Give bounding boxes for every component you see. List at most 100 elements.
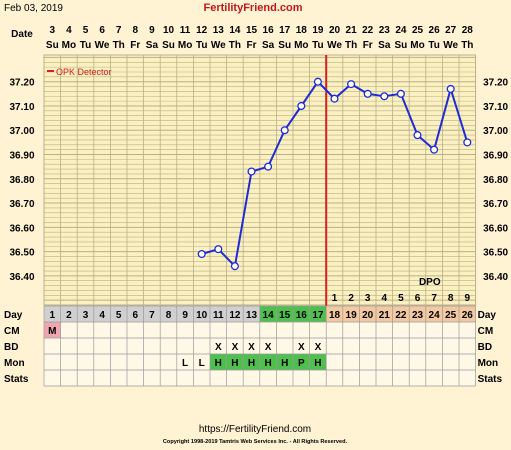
date-label: 9 (149, 25, 155, 36)
weekday-label: Fr (130, 40, 140, 51)
cycle-day-cell (442, 306, 459, 322)
stats-row-label: Stats (4, 374, 29, 385)
dpo-day-label: 6 (415, 293, 421, 304)
temperature-point (230, 262, 239, 271)
cycle-day-number: 2 (66, 310, 72, 321)
cycle-day-number: 10 (196, 310, 208, 321)
date-label: 14 (229, 25, 241, 36)
weekday-label: Mo (294, 40, 308, 51)
date-label: 28 (462, 25, 474, 36)
cycle-day-number: 13 (246, 310, 258, 321)
weekday-label: Th (113, 40, 125, 51)
y-tick-label-right: 37.20 (483, 78, 508, 89)
bd-row-label: BD (4, 342, 18, 353)
cycle-day-number: 5 (116, 310, 122, 321)
weekday-label: Su (395, 40, 408, 51)
date-label: 13 (213, 25, 225, 36)
dpo-day-label: 2 (348, 293, 354, 304)
date-label: 26 (429, 25, 441, 36)
dpo-day-label: 9 (465, 293, 471, 304)
mon-value: H (314, 358, 321, 369)
temperature-point (280, 126, 289, 135)
temperature-point (264, 162, 273, 171)
temperature-point (197, 249, 206, 259)
weekday-label: Fr (363, 40, 373, 51)
temperature-point (247, 167, 256, 176)
cycle-day-number: 19 (346, 310, 358, 321)
weekday-label: We (95, 40, 110, 51)
chart-date-header: Feb 03, 2019 (4, 3, 63, 14)
cycle-day-cell (359, 306, 376, 322)
temperature-point (396, 89, 405, 98)
date-label: 25 (412, 25, 424, 36)
cycle-day-number: 4 (99, 310, 105, 321)
date-label: 6 (99, 25, 105, 36)
cycle-day-cell (226, 306, 244, 322)
cycle-day-number: 15 (279, 310, 291, 321)
date-label: 12 (196, 25, 208, 36)
weekday-label: We (327, 40, 342, 51)
y-tick-label-right: 36.70 (483, 199, 508, 210)
cycle-day-cell (326, 306, 343, 322)
mon-cell-highlight (293, 354, 310, 370)
mon-row-label-right: Mon (478, 358, 499, 369)
cycle-day-number: 12 (229, 310, 241, 321)
cycle-day-cell (193, 306, 210, 322)
cycle-day-cell (143, 306, 161, 322)
cycle-day-cell (210, 306, 227, 322)
temperature-point (313, 77, 322, 86)
date-label: 18 (296, 25, 308, 36)
cycle-day-number: 25 (445, 310, 457, 321)
temperature-point (330, 94, 339, 103)
cycle-day-cell (243, 306, 260, 322)
mon-value: H (248, 358, 255, 369)
cycle-day-number: 8 (166, 310, 172, 321)
cycle-day-number: 26 (462, 310, 474, 321)
mon-value: H (215, 358, 222, 369)
y-tick-label-left: 37.10 (9, 102, 34, 113)
mon-value: H (264, 358, 271, 369)
weekday-label: Tu (80, 40, 91, 51)
date-label: 19 (312, 25, 324, 36)
y-tick-label-left: 36.50 (9, 248, 34, 259)
weekday-label: Sa (378, 40, 391, 51)
dpo-day-label: 4 (382, 293, 388, 304)
bd-value: X (298, 342, 305, 353)
footer-copyright: Copyright 1998-2019 Tamtris Web Services… (163, 439, 348, 445)
footer-url: https://FertilityFriend.com (199, 424, 311, 435)
weekday-label: Su (162, 40, 175, 51)
cycle-day-number: 6 (133, 310, 139, 321)
date-label: 7 (116, 25, 122, 36)
cycle-day-cell (409, 306, 426, 322)
y-tick-label-left: 37.20 (9, 78, 34, 89)
temperature-point (413, 131, 422, 140)
cycle-day-cell (93, 306, 111, 322)
date-label: 4 (66, 25, 72, 36)
weekday-label: Tu (196, 40, 207, 51)
temperature-point (297, 101, 306, 111)
cycle-day-cell (392, 306, 410, 322)
cycle-day-number: 1 (50, 310, 56, 321)
cycle-day-number: 22 (395, 310, 407, 321)
cycle-day-number: 24 (429, 310, 441, 321)
weekday-label: Th (345, 40, 357, 51)
weekday-label: We (211, 40, 226, 51)
dpo-day-label: 8 (448, 293, 454, 304)
temperature-point (463, 138, 472, 147)
stats-row-label-right: Stats (478, 374, 503, 385)
site-name-header: FertilityFriend.com (203, 2, 302, 14)
date-label: 24 (395, 25, 407, 36)
cm-value: M (48, 326, 56, 337)
weekday-label: Mo (62, 40, 76, 51)
weekday-label: Su (46, 40, 59, 51)
weekday-label: Fr (247, 40, 257, 51)
mon-row-label: Mon (4, 358, 25, 369)
weekday-label: Th (461, 40, 473, 51)
y-tick-label-left: 36.70 (9, 199, 34, 210)
date-label: 15 (246, 25, 258, 36)
mon-cell-highlight (309, 354, 327, 370)
weekday-label: Th (229, 40, 241, 51)
date-label: 20 (329, 25, 341, 36)
day-row-label-right: Day (478, 310, 497, 321)
